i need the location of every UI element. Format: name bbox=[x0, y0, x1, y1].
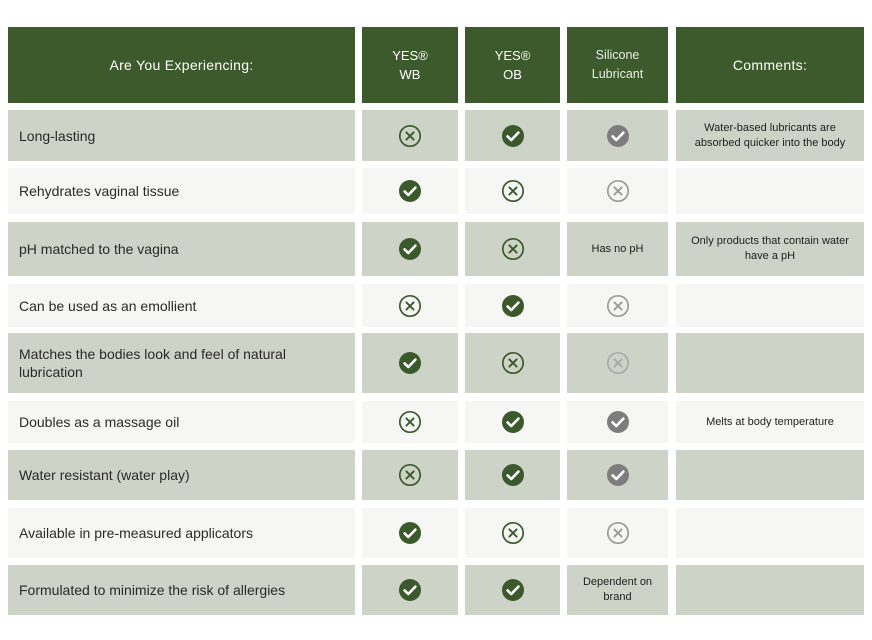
comment-cell bbox=[676, 333, 864, 393]
silicone-note-cell: Has no pH bbox=[567, 222, 668, 276]
cross-grey-icon bbox=[606, 179, 629, 203]
comment-cell bbox=[676, 508, 864, 558]
check-grey-icon bbox=[606, 411, 629, 433]
wb-mark-cell bbox=[362, 284, 458, 327]
sil-mark-cell bbox=[567, 284, 668, 327]
header-comments-label: Comments: bbox=[732, 57, 808, 73]
cross-icon bbox=[398, 463, 422, 487]
check-icon bbox=[399, 352, 421, 374]
row-label-cell: pH matched to the vagina bbox=[8, 222, 355, 276]
cross-icon bbox=[501, 237, 524, 261]
comment-cell: Only products that contain water have a … bbox=[676, 222, 864, 276]
check-grey-icon bbox=[606, 464, 629, 486]
check-icon bbox=[501, 579, 524, 601]
header-comments: Comments: bbox=[676, 27, 864, 103]
ob-mark-cell bbox=[465, 168, 560, 214]
cross-grey-icon bbox=[606, 294, 629, 317]
wb-mark-cell bbox=[362, 508, 458, 558]
check-grey-icon bbox=[606, 124, 629, 147]
check-icon bbox=[501, 411, 524, 433]
cross-icon bbox=[501, 179, 524, 203]
silicone-note-cell: Dependent on brand bbox=[567, 565, 668, 615]
check-icon bbox=[399, 238, 421, 260]
ob-mark-cell bbox=[465, 222, 560, 276]
sil-mark-cell bbox=[567, 110, 668, 161]
check-icon bbox=[399, 180, 421, 202]
cross-icon bbox=[501, 351, 524, 375]
row-label: Rehydrates vaginal tissue bbox=[19, 183, 180, 199]
check-icon bbox=[399, 522, 421, 544]
row-label: Water resistant (water play) bbox=[19, 467, 190, 483]
cross-icon bbox=[501, 521, 524, 545]
check-icon bbox=[399, 579, 421, 601]
check-icon bbox=[501, 464, 524, 486]
row-label: Long-lasting bbox=[19, 127, 96, 144]
ob-mark-cell bbox=[465, 565, 560, 615]
comment-cell bbox=[676, 168, 864, 214]
sil-mark-cell bbox=[567, 168, 668, 214]
cross-icon bbox=[398, 124, 422, 147]
cross-grey-icon bbox=[606, 351, 629, 375]
check-icon bbox=[501, 124, 524, 147]
check-icon bbox=[501, 294, 524, 317]
comment-text: Only products that contain water have a … bbox=[691, 235, 849, 262]
wb-mark-cell bbox=[362, 222, 458, 276]
header-yes-ob-line2: OB bbox=[503, 67, 522, 82]
comment-cell bbox=[676, 565, 864, 615]
sil-mark-cell bbox=[567, 333, 668, 393]
row-label: Available in pre-measured applicators bbox=[19, 525, 253, 541]
wb-mark-cell bbox=[362, 110, 458, 161]
wb-mark-cell bbox=[362, 401, 458, 443]
ob-mark-cell bbox=[465, 333, 560, 393]
row-label: pH matched to the vagina bbox=[19, 241, 179, 257]
comment-cell bbox=[676, 450, 864, 500]
ob-mark-cell bbox=[465, 110, 560, 161]
row-label-cell: Matches the bodies look and feel of natu… bbox=[8, 333, 355, 393]
silicone-note: Has no pH bbox=[591, 242, 644, 255]
row-label-cell: Long-lasting bbox=[8, 110, 355, 161]
header-silicone: Silicone Lubricant bbox=[567, 27, 668, 103]
header-silicone-line2: Lubricant bbox=[591, 67, 644, 81]
header-yes-wb-line2: WB bbox=[399, 67, 421, 82]
cross-grey-icon bbox=[606, 521, 629, 545]
row-label: Can be used as an emollient bbox=[19, 297, 197, 314]
row-label-cell: Can be used as an emollient bbox=[8, 284, 355, 327]
wb-mark-cell bbox=[362, 565, 458, 615]
ob-mark-cell bbox=[465, 508, 560, 558]
header-question: Are You Experiencing: bbox=[8, 27, 355, 103]
comment-cell: Water-based lubricants are absorbed quic… bbox=[676, 110, 864, 161]
comment-cell: Melts at body temperature bbox=[676, 401, 864, 443]
header-silicone-line1: Silicone bbox=[595, 48, 640, 62]
cross-icon bbox=[398, 294, 422, 317]
comment-text: Melts at body temperature bbox=[706, 415, 834, 428]
row-label-cell: Formulated to minimize the risk of aller… bbox=[8, 565, 355, 615]
header-question-label: Are You Experiencing: bbox=[109, 57, 254, 73]
row-label: Matches the bodies look and feel of natu… bbox=[19, 346, 286, 380]
sil-mark-cell bbox=[567, 508, 668, 558]
wb-mark-cell bbox=[362, 168, 458, 214]
row-label: Formulated to minimize the risk of aller… bbox=[19, 582, 286, 598]
row-label-cell: Rehydrates vaginal tissue bbox=[8, 168, 355, 214]
header-yes-wb: YES® WB bbox=[362, 27, 458, 103]
header-yes-wb-line1: YES® bbox=[392, 48, 428, 63]
row-label-cell: Available in pre-measured applicators bbox=[8, 508, 355, 558]
sil-mark-cell bbox=[567, 450, 668, 500]
ob-mark-cell bbox=[465, 450, 560, 500]
ob-mark-cell bbox=[465, 284, 560, 327]
wb-mark-cell bbox=[362, 450, 458, 500]
row-label-cell: Water resistant (water play) bbox=[8, 450, 355, 500]
sil-mark-cell bbox=[567, 401, 668, 443]
comment-cell bbox=[676, 284, 864, 327]
silicone-note: Dependent on brand bbox=[582, 576, 653, 603]
row-label: Doubles as a massage oil bbox=[19, 414, 180, 430]
header-yes-ob: YES® OB bbox=[465, 27, 560, 103]
header-yes-ob-line1: YES® bbox=[494, 48, 531, 63]
cross-icon bbox=[398, 410, 422, 434]
comment-text: Water-based lubricants are absorbed quic… bbox=[694, 121, 846, 149]
ob-mark-cell bbox=[465, 401, 560, 443]
wb-mark-cell bbox=[362, 333, 458, 393]
row-label-cell: Doubles as a massage oil bbox=[8, 401, 355, 443]
